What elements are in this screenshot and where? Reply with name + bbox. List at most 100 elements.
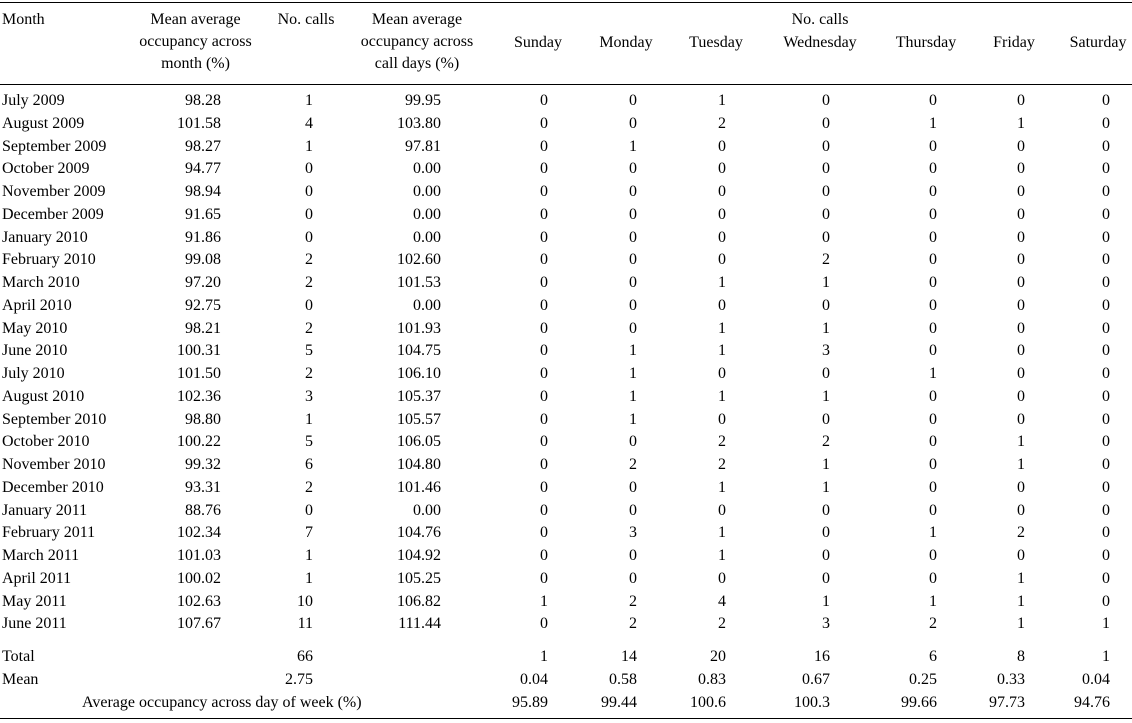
cell-mean-month: 93.31 [185,479,221,496]
cell-monday: 1 [629,138,637,155]
cell-friday: 1 [1017,570,1025,587]
cell-sunday: 0 [540,92,548,109]
cell-friday: 0 [1017,183,1025,200]
cell-tuesday: 4 [718,593,726,610]
cell-saturday: 1 [1102,615,1110,632]
mean-calls: 2.75 [285,671,313,688]
cell-wednesday: 1 [822,320,830,337]
cell-saturday: 0 [1102,115,1110,132]
cell-wednesday: 0 [822,297,830,314]
cell-calls: 2 [305,274,313,291]
cell-thursday: 0 [929,160,937,177]
cell-calls: 2 [305,479,313,496]
cell-sunday: 0 [540,502,548,519]
avg-sunday: 95.89 [512,694,548,711]
header-day-tuesday: Tuesday [689,34,743,51]
cell-mean-month: 98.27 [185,138,221,155]
cell-friday: 0 [1017,160,1025,177]
cell-calls: 1 [305,570,313,587]
cell-saturday: 0 [1102,456,1110,473]
cell-tuesday: 1 [718,92,726,109]
cell-saturday: 0 [1102,593,1110,610]
cell-mean-month: 98.94 [185,183,221,200]
cell-tuesday: 1 [718,547,726,564]
cell-wednesday: 1 [822,274,830,291]
cell-tuesday: 0 [718,365,726,382]
cell-friday: 0 [1017,502,1025,519]
cell-saturday: 0 [1102,388,1110,405]
cell-month: February 2010 [2,251,96,268]
cell-calls: 1 [305,92,313,109]
header-day-thursday: Thursday [895,34,957,51]
cell-friday: 0 [1017,251,1025,268]
avg-tuesday: 100.6 [690,694,726,711]
cell-mean-call-days: 104.80 [397,456,441,473]
cell-calls: 2 [305,320,313,337]
cell-thursday: 2 [929,615,937,632]
cell-thursday: 0 [929,297,937,314]
cell-tuesday: 0 [718,502,726,519]
cell-sunday: 0 [540,320,548,337]
cell-friday: 0 [1017,547,1025,564]
cell-calls: 5 [305,342,313,359]
cell-monday: 2 [629,615,637,632]
cell-wednesday: 0 [822,138,830,155]
cell-friday: 0 [1017,479,1025,496]
cell-friday: 0 [1017,342,1025,359]
cell-monday: 0 [629,570,637,587]
cell-monday: 0 [629,297,637,314]
cell-sunday: 0 [540,138,548,155]
cell-wednesday: 0 [822,524,830,541]
cell-mean-month: 102.63 [177,593,221,610]
cell-thursday: 0 [929,92,937,109]
cell-monday: 0 [629,433,637,450]
cell-sunday: 0 [540,615,548,632]
cell-wednesday: 0 [822,229,830,246]
cell-sunday: 0 [540,411,548,428]
cell-thursday: 0 [929,229,937,246]
cell-saturday: 0 [1102,206,1110,223]
cell-wednesday: 1 [822,456,830,473]
cell-thursday: 0 [929,502,937,519]
cell-month: August 2010 [2,388,85,405]
cell-tuesday: 2 [718,115,726,132]
cell-saturday: 0 [1102,160,1110,177]
mean-label: Mean [2,671,39,688]
top-rule [0,2,1132,3]
cell-calls: 0 [305,502,313,519]
cell-month: June 2010 [2,342,68,359]
cell-saturday: 0 [1102,320,1110,337]
cell-thursday: 1 [929,524,937,541]
total-label: Total [2,648,35,665]
cell-tuesday: 0 [718,570,726,587]
cell-thursday: 0 [929,547,937,564]
header-day-sunday: Sunday [514,34,562,51]
mean-saturday: 0.04 [1082,671,1110,688]
cell-tuesday: 2 [718,433,726,450]
cell-mean-call-days: 104.92 [397,547,441,564]
cell-wednesday: 0 [822,502,830,519]
cell-mean-call-days: 101.53 [397,274,441,291]
cell-sunday: 0 [540,547,548,564]
cell-mean-call-days: 106.82 [397,593,441,610]
cell-month: November 2009 [2,183,106,200]
cell-calls: 0 [305,229,313,246]
cell-saturday: 0 [1102,251,1110,268]
cell-mean-month: 100.31 [177,342,221,359]
cell-mean-call-days: 103.80 [397,115,441,132]
cell-month: May 2010 [2,320,68,337]
cell-mean-call-days: 99.95 [405,92,441,109]
cell-thursday: 0 [929,479,937,496]
cell-mean-month: 99.08 [185,251,221,268]
cell-mean-month: 91.86 [185,229,221,246]
cell-saturday: 0 [1102,524,1110,541]
cell-calls: 0 [305,206,313,223]
cell-friday: 2 [1017,524,1025,541]
cell-monday: 0 [629,502,637,519]
cell-tuesday: 0 [718,297,726,314]
cell-calls: 3 [305,388,313,405]
cell-thursday: 0 [929,320,937,337]
cell-sunday: 0 [540,388,548,405]
avg-occupancy-label: Average occupancy across day of week (%) [82,694,362,711]
cell-thursday: 1 [929,115,937,132]
